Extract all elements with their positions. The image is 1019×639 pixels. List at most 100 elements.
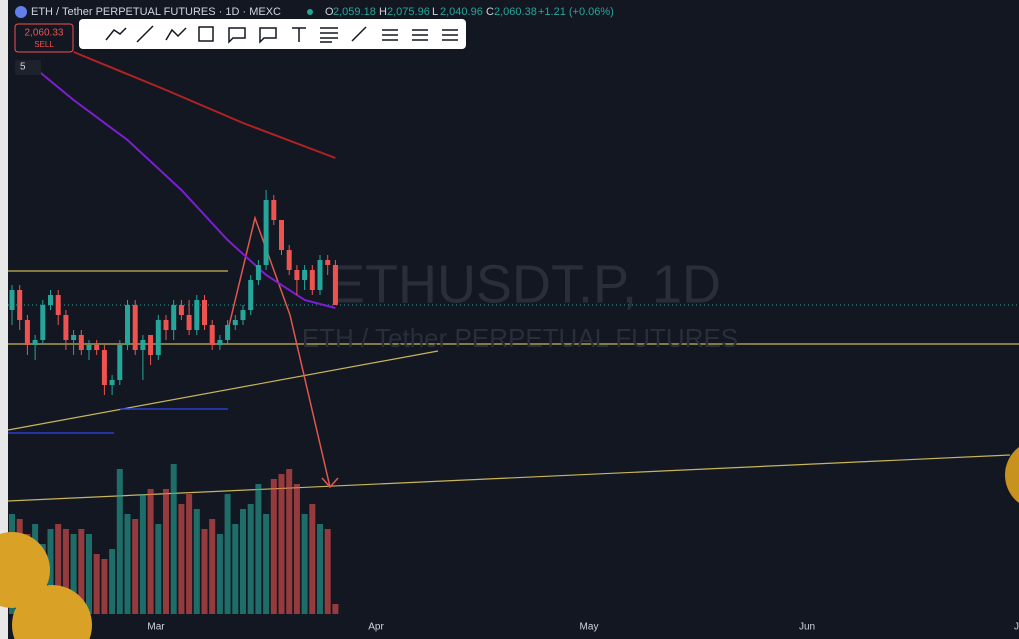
series bbox=[9, 51, 339, 614]
candle-body bbox=[78, 335, 84, 350]
volume-bar bbox=[147, 489, 154, 614]
candle-body bbox=[55, 295, 61, 315]
text-tool[interactable] bbox=[292, 27, 306, 42]
candle-body bbox=[132, 305, 138, 350]
candle-body bbox=[332, 265, 338, 305]
candle-body bbox=[248, 280, 254, 310]
volume-bar bbox=[324, 529, 331, 614]
indicators-toggle[interactable] bbox=[15, 60, 41, 75]
volume-bar bbox=[317, 524, 323, 614]
sell-price[interactable]: 2,060.33 bbox=[25, 28, 64, 39]
candle-body bbox=[32, 340, 38, 345]
candle-body bbox=[217, 340, 223, 345]
ohlc-value: 2,040.96 bbox=[440, 6, 483, 18]
volume-bar bbox=[293, 484, 300, 614]
volume-bar bbox=[270, 479, 277, 614]
candle-body bbox=[101, 350, 107, 385]
volume-bar bbox=[93, 554, 100, 614]
ohlc-label: O bbox=[325, 6, 334, 18]
sell-box[interactable] bbox=[14, 23, 74, 53]
moving-average bbox=[73, 51, 336, 159]
arrow-path bbox=[227, 215, 331, 488]
ray-tool[interactable] bbox=[351, 26, 367, 42]
header: ETH / Tether PERPETUAL FUTURES · 1D · ME… bbox=[15, 6, 614, 18]
drawings bbox=[7, 215, 1019, 502]
note-tool[interactable] bbox=[259, 27, 277, 44]
moving-average bbox=[26, 61, 336, 309]
channel-tool[interactable] bbox=[382, 29, 398, 41]
time-label: Apr bbox=[368, 622, 384, 633]
volume-bar bbox=[78, 529, 85, 614]
left-edge bbox=[0, 0, 8, 639]
ohlc-label: L bbox=[432, 6, 438, 18]
volume-bar bbox=[332, 604, 339, 614]
volume-bar bbox=[240, 509, 246, 614]
sell-label[interactable]: SELL bbox=[34, 40, 54, 49]
volume-bar bbox=[155, 524, 162, 614]
market-status bbox=[307, 9, 313, 15]
symbol: ETH / Tether PERPETUAL FUTURES · 1D · ME… bbox=[31, 6, 281, 18]
candle-body bbox=[309, 270, 315, 290]
ohlc-label: H bbox=[379, 6, 387, 18]
candle-body bbox=[279, 220, 284, 250]
ohlc-value: 2,059.18 bbox=[333, 6, 376, 18]
candle-body bbox=[71, 335, 77, 340]
ohlc-label: C bbox=[486, 6, 494, 18]
candle-body bbox=[140, 340, 146, 350]
volume-bar bbox=[186, 494, 193, 614]
volume-bar bbox=[47, 529, 54, 614]
pitchfork-tool[interactable] bbox=[412, 29, 428, 41]
candle-body bbox=[202, 300, 207, 325]
ohlc-change: +1.21 (+0.06%) bbox=[538, 6, 614, 18]
candle-body bbox=[117, 345, 123, 380]
volume-bar bbox=[224, 494, 231, 614]
time-label: May bbox=[580, 622, 599, 633]
candle-body bbox=[148, 335, 154, 355]
candle-body bbox=[163, 320, 169, 330]
watermark-ticker: ETHUSDT.P, 1D bbox=[329, 254, 721, 314]
drawing-toolbar bbox=[79, 19, 466, 49]
fib-tool[interactable] bbox=[320, 27, 338, 43]
time-label: Mar bbox=[147, 622, 165, 633]
candle-body bbox=[263, 200, 269, 265]
callout-tool[interactable] bbox=[228, 27, 246, 44]
volume-bar bbox=[278, 474, 285, 614]
candle-body bbox=[294, 270, 300, 280]
gann-tool[interactable] bbox=[442, 29, 458, 41]
volume-bar bbox=[247, 504, 254, 614]
volume-bar bbox=[139, 494, 146, 614]
candle-body bbox=[109, 380, 115, 385]
volume-bar bbox=[86, 534, 92, 614]
rect-tool[interactable] bbox=[198, 26, 214, 42]
ohlc-value: 2,060.38 bbox=[494, 6, 537, 18]
candle-body bbox=[225, 325, 231, 340]
trend-tool[interactable] bbox=[136, 25, 154, 43]
volume-bar bbox=[132, 519, 139, 614]
candle-body bbox=[286, 250, 292, 270]
coin-decoration bbox=[12, 585, 92, 639]
candle-body bbox=[302, 270, 308, 280]
volume-bar bbox=[193, 509, 200, 614]
volume-bar bbox=[124, 514, 131, 614]
candle-body bbox=[86, 345, 92, 350]
candle-body bbox=[94, 345, 100, 350]
toolbar bbox=[79, 19, 466, 49]
candle-body bbox=[317, 260, 323, 290]
volume-bar bbox=[109, 549, 116, 614]
candle-body bbox=[240, 310, 246, 320]
trend-line bbox=[7, 350, 439, 431]
time-label: Jun bbox=[799, 622, 815, 633]
volume-bar bbox=[178, 504, 185, 614]
path-tool[interactable] bbox=[165, 27, 187, 41]
candle-body bbox=[40, 305, 46, 340]
watermark-name: ETH / Tether PERPETUAL FUTURES bbox=[302, 323, 738, 353]
brush-tool[interactable] bbox=[105, 27, 127, 41]
volume-bar bbox=[309, 504, 316, 614]
sell-button[interactable]: 2,060.33 SELL bbox=[14, 23, 74, 53]
volume-bar bbox=[70, 534, 77, 614]
candle-body bbox=[24, 320, 30, 345]
candle-body bbox=[125, 305, 130, 345]
indicators-count[interactable]: 5 bbox=[20, 62, 26, 73]
